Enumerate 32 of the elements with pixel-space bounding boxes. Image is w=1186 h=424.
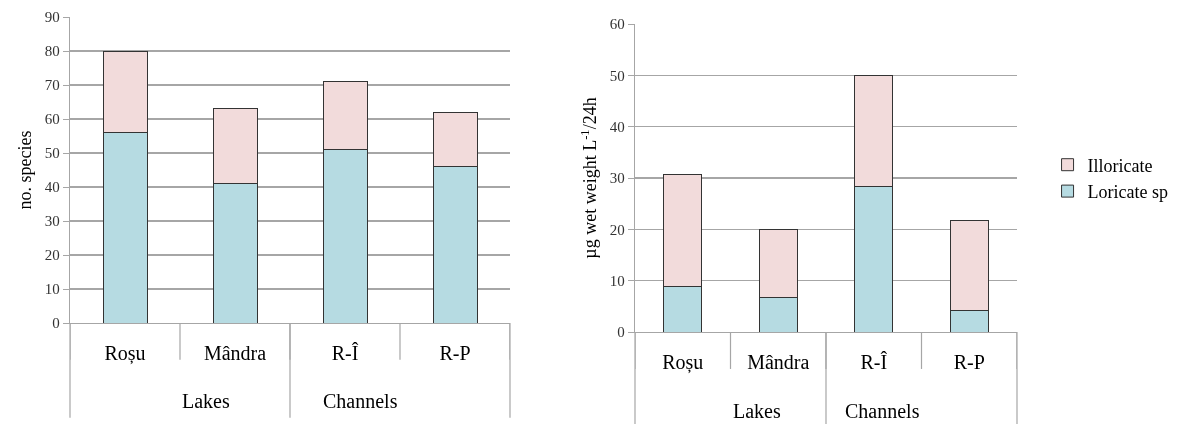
y-axis-title: no. species [15,130,36,210]
text: Lakes [733,400,781,422]
y-tick-label: 60 [44,111,60,128]
y-tick-label: 90 [44,9,60,26]
text: Channels [323,390,398,412]
x-tick-label: Mândra [203,342,267,365]
y-tick-label: 30 [609,170,625,187]
legend-label: Illoricate [1087,155,1153,176]
x-tick-label: Roșu [662,351,704,375]
x-tick-label: R-Î [331,342,359,365]
y-tick-label: 70 [44,77,60,94]
y-tick-label: 0 [52,315,60,332]
y-tick-label: 10 [609,272,625,289]
y-tick-label: 50 [44,145,60,162]
text: Lakes [182,390,230,412]
y-tick-label: 10 [44,281,60,298]
x-tick-label: R-P [953,351,985,374]
x-tick-label: Mândra [747,351,810,374]
y-tick-label: 20 [44,247,60,264]
y-tick-label: 80 [44,43,60,60]
x-tick-label: R-Î [860,351,888,374]
y-tick-label: 0 [617,324,625,341]
y-tick-label: 20 [609,221,625,238]
text: Channels [845,400,920,422]
y-tick-label: 40 [609,118,625,135]
x-tick-label: Roșu [104,342,146,366]
legend-label: Loricate sp [1087,182,1169,203]
x-tick-label: R-P [439,342,471,365]
y-tick-label: 60 [609,16,625,33]
y-tick-label: 50 [609,67,625,84]
y-tick-label: 40 [44,179,60,196]
y-tick-label: 30 [44,213,60,230]
